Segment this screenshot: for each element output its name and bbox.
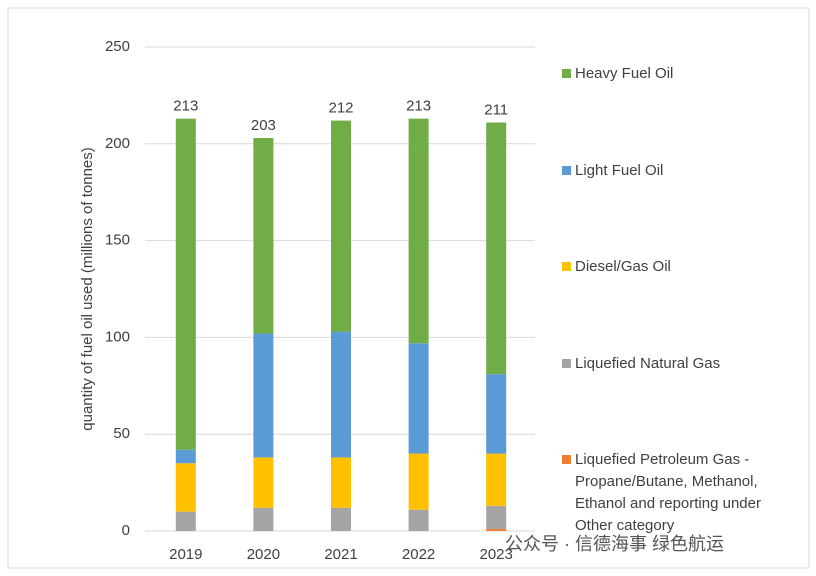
x-tick-label: 2019 <box>169 546 202 563</box>
bar-segment <box>408 453 429 510</box>
x-tick-label: 2023 <box>480 546 513 563</box>
bar-segment <box>486 529 507 531</box>
legend-item: Heavy Fuel Oil <box>562 63 792 85</box>
legend-label: Heavy Fuel Oil <box>575 65 674 82</box>
total-label: 212 <box>328 100 353 117</box>
legend-item: Liquefied Natural Gas <box>562 353 792 375</box>
legend-swatch <box>562 262 571 271</box>
bar-segment <box>253 507 274 531</box>
bar-segment <box>253 457 274 508</box>
watermark: 公众号 · 信德海事 绿色航运 <box>505 534 724 554</box>
bar-segment <box>175 118 196 450</box>
legend-swatch <box>562 165 571 175</box>
y-tick-label: 100 <box>105 328 130 345</box>
bar-segment <box>331 507 351 531</box>
legend-swatch <box>562 358 571 368</box>
y-tick-label: 200 <box>105 135 130 152</box>
legend-label: Diesel/Gas Oil <box>575 258 671 275</box>
legend-label: Liquefied Natural Gas <box>575 354 721 372</box>
y-tick-label: 150 <box>105 232 130 249</box>
legend-item: Liquefied Petroleum Gas - Propane/Butane… <box>562 449 792 537</box>
bar-segment <box>408 509 429 531</box>
bar-segment <box>253 333 274 458</box>
total-label: 211 <box>484 101 508 118</box>
bar-segment <box>175 511 196 531</box>
bar-segment <box>331 331 351 458</box>
x-tick-label: 2020 <box>247 546 280 563</box>
bar-segment <box>175 463 196 512</box>
total-label: 213 <box>173 98 198 115</box>
y-tick-label: 250 <box>105 38 130 55</box>
chart-border <box>7 7 810 569</box>
bar-segment <box>175 449 196 464</box>
bar-segment <box>331 120 351 332</box>
bar-segment <box>253 137 274 334</box>
total-label: 213 <box>406 98 431 115</box>
y-tick-label: 0 <box>122 522 130 539</box>
legend-item: Diesel/Gas Oil <box>562 256 792 278</box>
legend-label: Light Fuel Oil <box>575 161 664 179</box>
x-tick-label: 2021 <box>324 546 357 563</box>
total-label: 203 <box>251 117 276 134</box>
legend-label: Liquefied Petroleum Gas - Propane/Butane… <box>575 451 761 534</box>
bar-segment <box>408 343 429 454</box>
bar-segment <box>331 457 351 508</box>
legend-swatch <box>562 69 571 78</box>
x-tick-label: 2022 <box>402 546 435 563</box>
y-axis-label: quantity of fuel oil used (millions of t… <box>79 147 96 430</box>
bar-segment <box>486 505 507 530</box>
bar-segment <box>486 122 507 375</box>
bar-segment <box>486 453 507 506</box>
y-tick-label: 50 <box>113 425 130 442</box>
bar-segment <box>486 374 507 454</box>
legend-item: Light Fuel Oil <box>562 160 792 182</box>
bar-segment <box>408 118 429 344</box>
legend-swatch <box>562 455 571 464</box>
